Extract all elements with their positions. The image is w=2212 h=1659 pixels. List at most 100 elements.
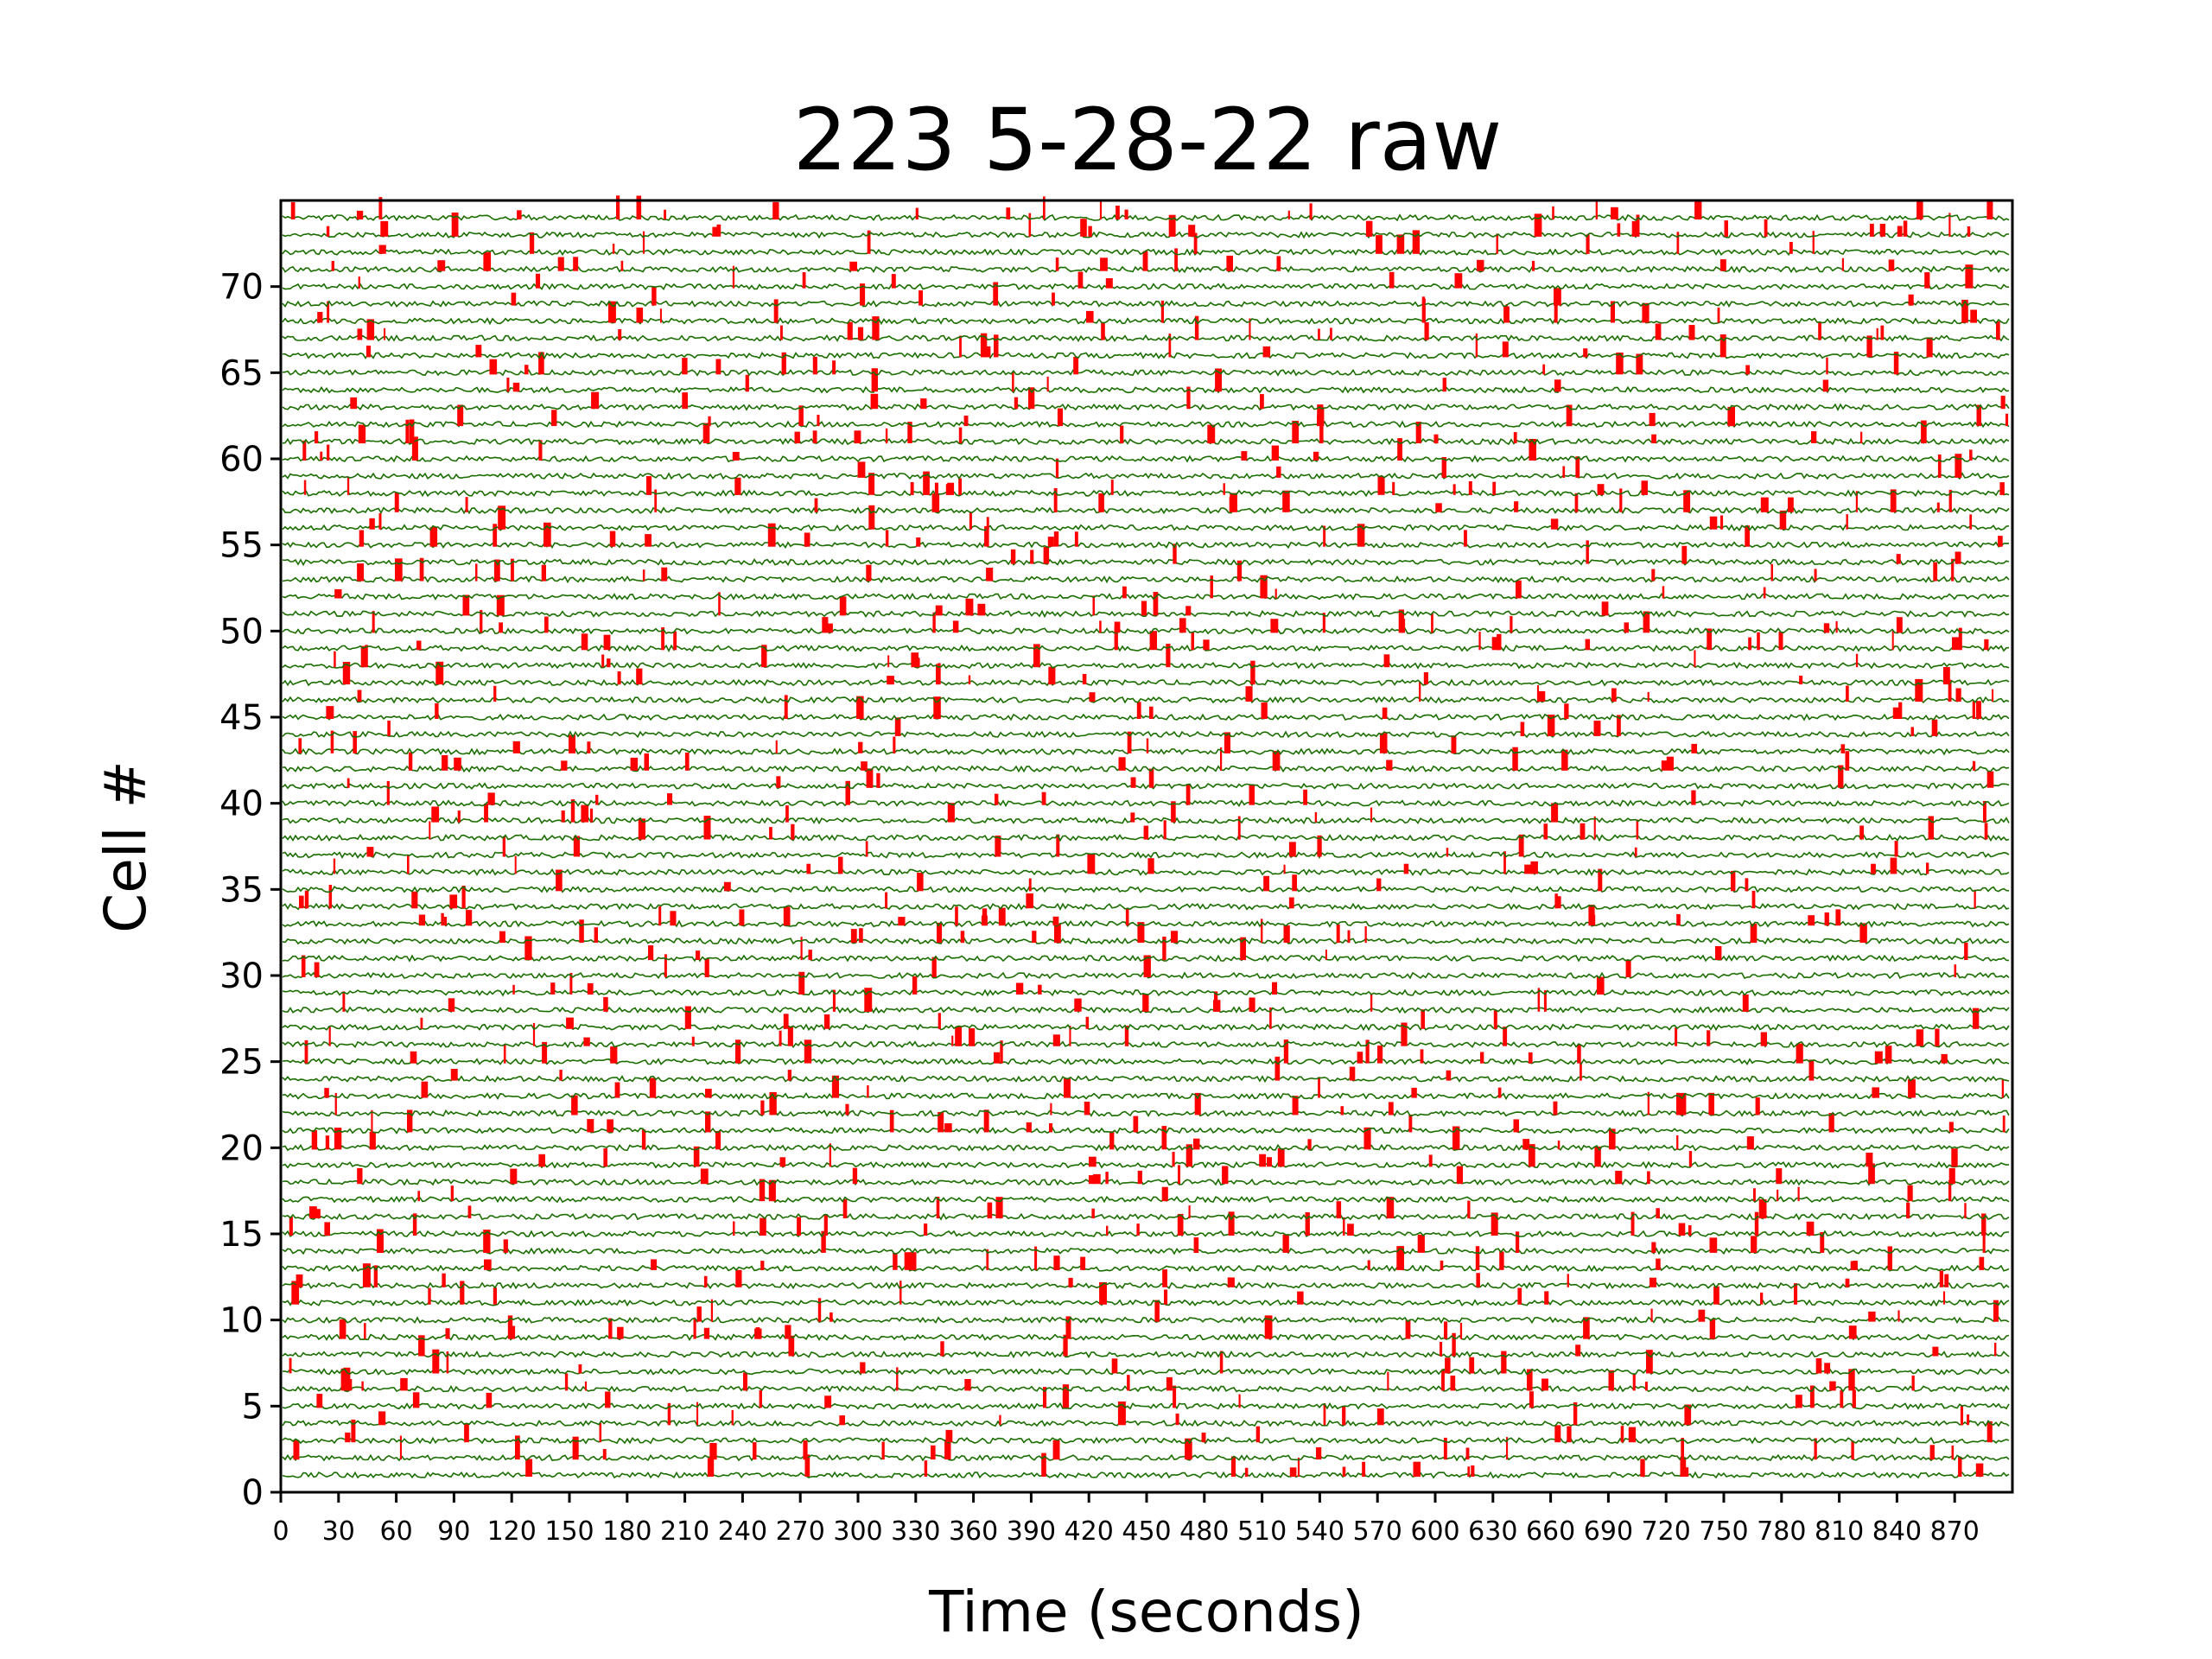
event-mark: [599, 1422, 602, 1443]
event-mark: [416, 640, 422, 651]
event-mark: [745, 374, 749, 392]
event-mark: [1598, 868, 1603, 892]
event-mark: [1475, 1246, 1480, 1270]
event-mark: [1014, 397, 1019, 410]
event-mark: [1932, 1346, 1939, 1357]
event-mark: [1921, 420, 1927, 444]
event-mark: [1869, 223, 1874, 237]
event-mark: [1357, 524, 1365, 547]
plot-background: [281, 200, 2012, 1492]
event-mark: [1340, 1106, 1344, 1116]
event-mark: [682, 358, 688, 375]
event-mark: [1271, 445, 1279, 461]
event-mark: [1506, 1437, 1509, 1460]
event-mark: [1287, 210, 1290, 219]
cell-trace: [282, 1436, 2010, 1445]
event-mark: [912, 976, 918, 995]
event-mark: [1719, 334, 1726, 358]
cell-trace: [282, 799, 2010, 808]
event-mark: [556, 869, 563, 892]
event-mark: [1231, 1277, 1235, 1287]
event-mark: [1052, 1034, 1060, 1046]
event-mark: [1179, 618, 1186, 633]
event-mark: [1973, 1007, 1980, 1029]
event-mark: [1948, 1167, 1955, 1185]
event-mark: [1859, 923, 1867, 944]
cell-trace: [282, 437, 2010, 446]
event-mark: [1948, 489, 1952, 512]
event-mark: [356, 210, 364, 219]
event-mark: [340, 1368, 349, 1391]
event-mark: [1162, 1269, 1167, 1287]
event-mark: [1468, 481, 1472, 495]
event-mark: [493, 685, 497, 702]
event-mark: [938, 1013, 941, 1029]
event-mark: [1105, 1172, 1109, 1185]
event-mark: [1087, 853, 1096, 874]
event-mark: [1835, 620, 1838, 633]
event-mark: [327, 444, 330, 461]
event-mark: [1719, 259, 1726, 271]
event-mark: [733, 1221, 735, 1236]
event-mark: [753, 1442, 757, 1460]
event-mark: [407, 1109, 413, 1133]
event-mark: [1818, 321, 1821, 340]
event-mark: [1683, 490, 1691, 512]
event-mark: [1585, 639, 1591, 651]
event-mark: [1421, 298, 1426, 323]
event-mark: [684, 1006, 691, 1029]
event-mark: [1649, 1277, 1656, 1287]
event-mark: [1943, 667, 1950, 685]
event-mark: [1926, 862, 1929, 874]
event-mark: [1573, 1402, 1578, 1426]
event-mark: [760, 1100, 765, 1116]
event-mark: [1297, 1458, 1300, 1478]
event-mark: [933, 696, 941, 719]
event-mark: [783, 1014, 789, 1029]
event-mark: [1055, 458, 1059, 478]
event-mark: [759, 1179, 766, 1202]
event-mark: [435, 661, 444, 685]
event-mark: [1958, 627, 1962, 651]
event-mark: [1161, 1186, 1168, 1202]
plot-area: [281, 195, 2012, 1492]
event-mark: [804, 1039, 812, 1064]
event-mark: [1386, 760, 1393, 771]
event-mark: [1124, 1026, 1129, 1046]
x-tick-label: 300: [833, 1516, 882, 1547]
cell-trace: [282, 506, 2010, 515]
event-mark: [824, 1395, 832, 1408]
event-mark: [1441, 457, 1446, 478]
event-mark: [986, 517, 989, 530]
event-mark: [1475, 333, 1478, 358]
event-mark: [955, 1027, 962, 1046]
cell-trace: [282, 1212, 2010, 1221]
event-mark: [829, 1143, 831, 1167]
cell-trace: [282, 1058, 2010, 1066]
event-mark: [964, 1379, 971, 1391]
event-mark: [1575, 1344, 1581, 1357]
event-mark: [1666, 756, 1674, 771]
event-mark: [1868, 1311, 1876, 1322]
event-mark: [994, 1052, 1001, 1064]
event-mark: [1319, 407, 1325, 427]
event-mark: [1750, 923, 1758, 944]
event-mark: [779, 1157, 786, 1167]
event-mark: [743, 1372, 747, 1391]
cell-trace: [282, 644, 2010, 652]
event-mark: [361, 1381, 364, 1391]
event-mark: [715, 1130, 721, 1150]
event-mark: [1898, 702, 1903, 719]
event-mark: [1417, 1234, 1425, 1253]
event-mark: [1100, 257, 1108, 271]
event-mark: [947, 482, 955, 495]
event-mark: [987, 1202, 993, 1219]
event-mark: [607, 1119, 613, 1133]
event-mark: [1866, 335, 1872, 358]
event-mark: [1846, 685, 1849, 702]
event-mark: [1088, 226, 1092, 237]
event-mark: [1742, 995, 1749, 1012]
event-mark: [457, 404, 464, 427]
cell-trace: [282, 454, 2010, 463]
event-mark: [1089, 692, 1096, 702]
